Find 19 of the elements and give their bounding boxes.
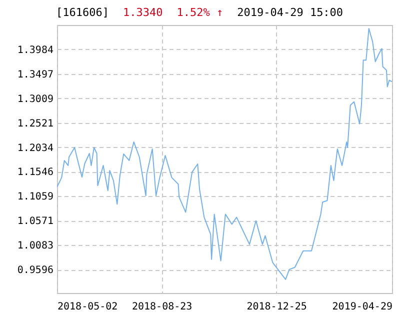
y-tick-label: 1.3497 — [17, 69, 54, 80]
y-tick-label: 1.3009 — [17, 94, 54, 105]
chart-title: [161606] — [56, 6, 109, 19]
text: 2019-04-29 15:00 — [237, 6, 344, 19]
y-tick-label: 1.0083 — [17, 240, 54, 252]
y-tick-label: 1.2034 — [17, 142, 54, 154]
y-tick-label: 0.9596 — [17, 265, 54, 276]
line-series — [57, 28, 392, 280]
x-tick-label: 2019-04-29 — [332, 302, 392, 312]
y-tick-label: 1.2521 — [17, 118, 54, 130]
x-tick-label: 2018-08-23 — [132, 302, 192, 312]
y-tick-label: 1.0571 — [17, 216, 54, 228]
y-tick-label: 1.1546 — [17, 167, 54, 178]
x-tick-label: 2018-05-02 — [58, 302, 118, 312]
y-tick-label: 1.1059 — [17, 192, 54, 203]
text: 1.52% ↑ — [176, 6, 224, 19]
text: 1.3340 — [122, 6, 163, 19]
x-tick-label: 2018-12-25 — [246, 302, 307, 312]
y-tick-label: 1.3984 — [17, 44, 54, 56]
